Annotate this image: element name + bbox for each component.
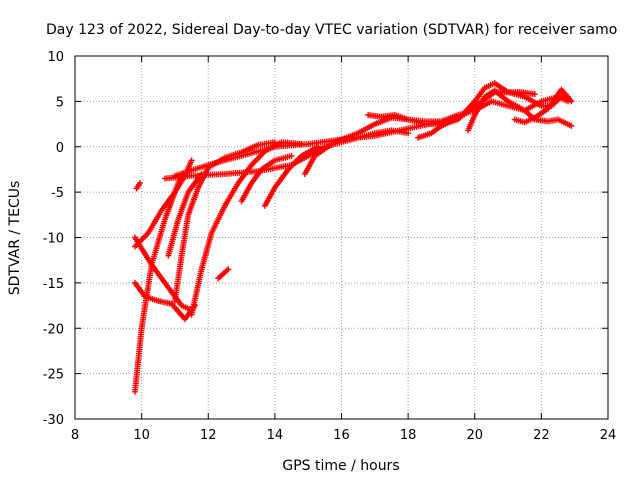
x-tick-label: 16: [333, 428, 350, 443]
data-point: [188, 157, 195, 164]
series-track-r: [511, 86, 575, 126]
y-tick-label: -15: [43, 277, 64, 292]
y-tick-label: -25: [43, 368, 64, 383]
series-track-k: [215, 266, 232, 282]
series-track-g: [165, 170, 205, 259]
y-tick-label: -30: [43, 413, 64, 428]
y-tick-label: 5: [56, 95, 64, 110]
series-track-c: [131, 279, 198, 323]
data-point: [136, 180, 143, 187]
data-points: [131, 80, 575, 395]
y-tick-label: 10: [47, 50, 64, 65]
x-axis-label: GPS time / hours: [282, 458, 399, 474]
series-track-o: [365, 111, 445, 125]
data-point: [315, 143, 322, 150]
x-tick-label: 18: [400, 428, 417, 443]
y-tick-label: -20: [43, 322, 64, 337]
y-tick-label: -5: [51, 186, 64, 201]
series-track-m: [261, 143, 322, 209]
x-tick-label: 10: [133, 428, 150, 443]
data-point: [288, 152, 295, 159]
y-tick-label: -10: [43, 232, 64, 247]
data-point: [568, 98, 575, 105]
y-tick-label: 0: [56, 141, 64, 156]
series-track-l: [238, 152, 295, 205]
tick-labels: 8 10 12 14 16 18 20 22 24 -30 -25 -20 -15 -10 -5 0 5 10: [43, 50, 617, 443]
chart-title: Day 123 of 2022, Sidereal Day-to-day VTE…: [46, 22, 617, 38]
series-track-a: [131, 170, 185, 395]
plot-frame: [74, 55, 609, 420]
data-point: [568, 122, 575, 129]
x-tick-label: 8: [71, 428, 79, 443]
data-point: [531, 91, 538, 98]
grid-lines: [75, 56, 608, 419]
x-tick-label: 12: [200, 428, 217, 443]
series-track-b: [133, 180, 143, 192]
x-tick-label: 14: [267, 428, 284, 443]
x-tick-label: 24: [600, 428, 617, 443]
y-axis-label: SDTVAR / TECUs: [7, 181, 23, 296]
x-tick-label: 20: [466, 428, 483, 443]
x-tick-label: 22: [533, 428, 550, 443]
series-track-p: [415, 89, 538, 141]
series-track-j: [171, 93, 572, 179]
data-point: [225, 266, 232, 273]
